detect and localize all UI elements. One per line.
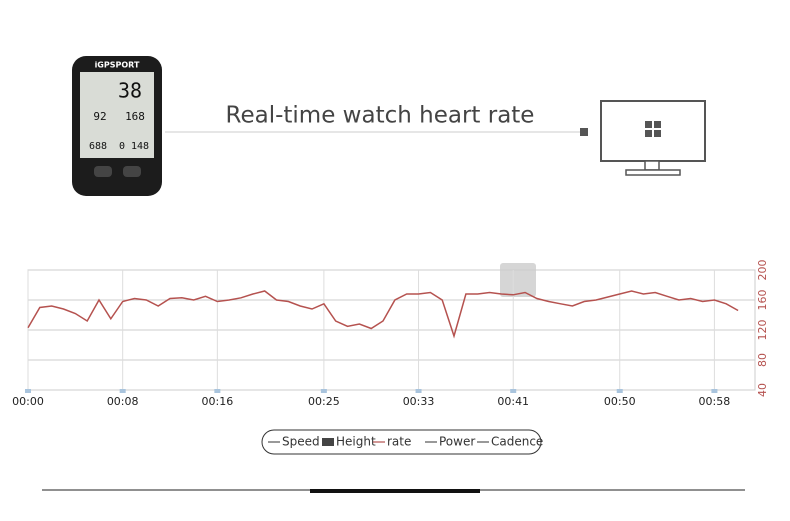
y-tick-label: 200 [756, 260, 769, 281]
x-tick-label: 00:16 [202, 395, 234, 408]
windows-logo [645, 130, 652, 137]
y-tick-label: 160 [756, 290, 769, 311]
chart: 40 80 120 160 200 00:00 00:08 00:16 00:25 00:33 00… [12, 260, 769, 409]
windows-logo [645, 121, 652, 128]
windows-logo [654, 130, 661, 137]
x-tick-label: 00:58 [699, 395, 731, 408]
windows-logo [654, 121, 661, 128]
y-tick-label: 80 [756, 353, 769, 367]
monitor-neck [644, 160, 660, 171]
legend-box [261, 429, 542, 455]
tick-mark [415, 389, 422, 393]
legend-label: Height [336, 435, 376, 449]
device-screen [80, 72, 154, 158]
y-tick-label: 120 [756, 320, 769, 341]
device: iGPSPORT 38 92 168 688 0 148 [72, 56, 162, 196]
x-tick-label: 00:50 [604, 395, 636, 408]
device-reading: 168 [125, 110, 145, 123]
legend-swatch [322, 438, 334, 446]
monitor-stand [625, 169, 681, 176]
rate-line [27, 290, 739, 339]
connector-plug [580, 128, 588, 136]
legend-label: Power [439, 435, 475, 449]
y-tick-label: 40 [756, 383, 769, 397]
x-tick-label: 00:33 [403, 395, 435, 408]
device-reading: 92 [93, 110, 106, 123]
legend-label: Cadence [491, 435, 543, 449]
divider-bar [310, 489, 480, 493]
device-reading: 688 [89, 141, 107, 152]
tick-mark [320, 389, 327, 393]
device-reading: 38 [118, 79, 142, 103]
monitor-screen [600, 100, 706, 162]
tick-mark [711, 389, 718, 393]
tick-mark [214, 389, 221, 393]
device-reading: 0 148 [119, 141, 149, 152]
x-tick-label: 00:41 [497, 395, 529, 408]
x-tick-label: 00:25 [308, 395, 340, 408]
monitor [600, 100, 706, 176]
highlight [500, 263, 536, 297]
x-tick-label: 00:00 [12, 395, 44, 408]
caption: Real-time watch heart rate [226, 103, 535, 129]
device-button [123, 166, 141, 177]
tick-mark [616, 389, 623, 393]
tick-mark [25, 389, 31, 393]
tick-mark [510, 389, 517, 393]
x-tick-label: 00:08 [107, 395, 139, 408]
legend-label: Speed [282, 435, 320, 449]
device-button [94, 166, 112, 177]
tick-mark [119, 389, 126, 393]
device-brand: iGPSPORT [95, 61, 140, 70]
legend-label: rate [387, 435, 411, 449]
